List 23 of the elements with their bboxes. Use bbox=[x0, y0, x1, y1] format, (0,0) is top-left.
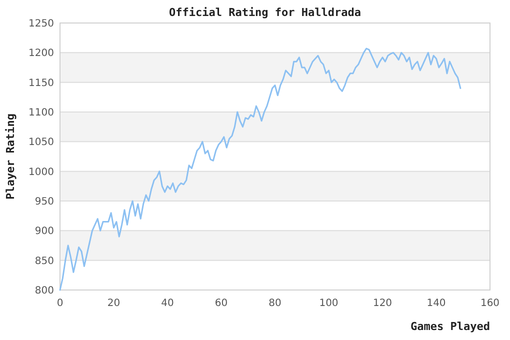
x-axis-title: Games Played bbox=[410, 320, 490, 333]
x-tick-label: 80 bbox=[268, 298, 282, 309]
x-tick-label: 0 bbox=[56, 298, 64, 309]
line-series bbox=[59, 48, 462, 291]
y-tick-label: 950 bbox=[34, 196, 54, 208]
y-tick-label: 1100 bbox=[28, 108, 54, 118]
y-tick-label: 800 bbox=[34, 286, 54, 296]
x-tick-label: 60 bbox=[214, 298, 228, 309]
x-tick-label: 20 bbox=[107, 298, 120, 309]
x-tick-label: 160 bbox=[480, 298, 500, 309]
y-tick-label: 1200 bbox=[28, 48, 54, 60]
y-tick-label: 900 bbox=[34, 226, 54, 238]
y-tick-label: 1000 bbox=[28, 166, 54, 178]
x-tick-label: 120 bbox=[372, 298, 392, 309]
y-tick-label: 850 bbox=[34, 256, 54, 267]
y-tick-label: 1250 bbox=[28, 18, 54, 30]
chart-title: Official Rating for Halldrada bbox=[168, 6, 362, 19]
x-tick-label: 140 bbox=[426, 298, 446, 309]
y-tick-label: 1050 bbox=[28, 137, 54, 148]
x-tick-label: 100 bbox=[319, 298, 338, 309]
x-tick-label: 40 bbox=[161, 298, 174, 309]
y-axis-title: Player Rating bbox=[4, 113, 17, 200]
y-tick-label: 1150 bbox=[28, 78, 54, 89]
